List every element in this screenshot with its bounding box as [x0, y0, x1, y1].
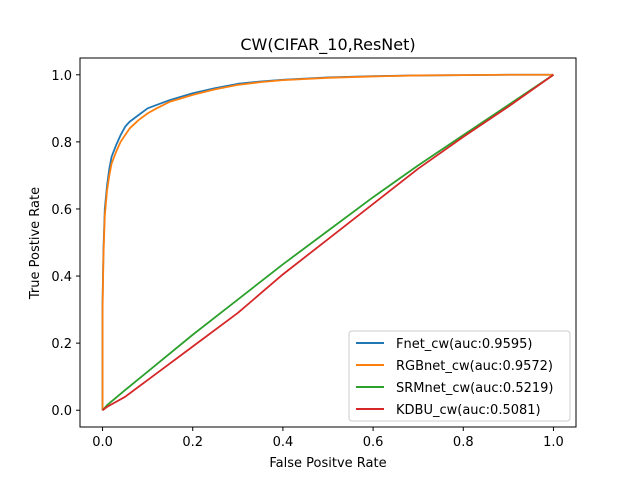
x-tick-label-3: 0.6	[363, 435, 384, 450]
series-layer	[101, 73, 554, 411]
y-tick-label-5: 1.0	[51, 69, 72, 84]
y-axis-label: True Postive Rate	[28, 187, 43, 300]
chart-title: CW(CIFAR_10,ResNet)	[240, 35, 415, 55]
legend-box	[348, 330, 571, 422]
x-tick-label-2: 0.4	[273, 435, 294, 450]
x-tick-label-5: 1.0	[543, 435, 564, 450]
series-line-3	[102, 74, 554, 411]
y-tick-label-1: 0.2	[51, 337, 72, 352]
legend-label-0: Fnet_cw(auc:0.9595)	[396, 337, 532, 352]
y-tick-label-3: 0.6	[51, 203, 72, 218]
plot-frame	[79, 57, 577, 428]
legend-label-1: RGBnet_cw(auc:0.9572)	[396, 359, 553, 374]
y-tick-label-2: 0.4	[51, 270, 72, 285]
legend: Fnet_cw(auc:0.9595) RGBnet_cw(auc:0.9572)…	[348, 330, 571, 422]
x-axis-label: False Positve Rate	[269, 456, 386, 471]
series-line-1	[101, 73, 554, 411]
x-tick-label-4: 0.8	[453, 435, 474, 450]
y-tick-label-4: 0.8	[51, 136, 72, 151]
y-tick-label-0: 0.0	[51, 404, 72, 419]
series-line-2	[101, 74, 554, 411]
x-tick-label-0: 0.0	[92, 435, 113, 450]
legend-label-2: SRMnet_cw(auc:0.5219)	[396, 381, 553, 396]
x-tick-label-1: 0.2	[182, 435, 203, 450]
legend-label-3: KDBU_cw(auc:0.5081)	[396, 403, 541, 418]
ticks-layer: 0.0 0.2 0.4 0.6 0.8 1.0 0.0 0.2 0.4 0.6 0.8 1.0	[51, 69, 563, 450]
